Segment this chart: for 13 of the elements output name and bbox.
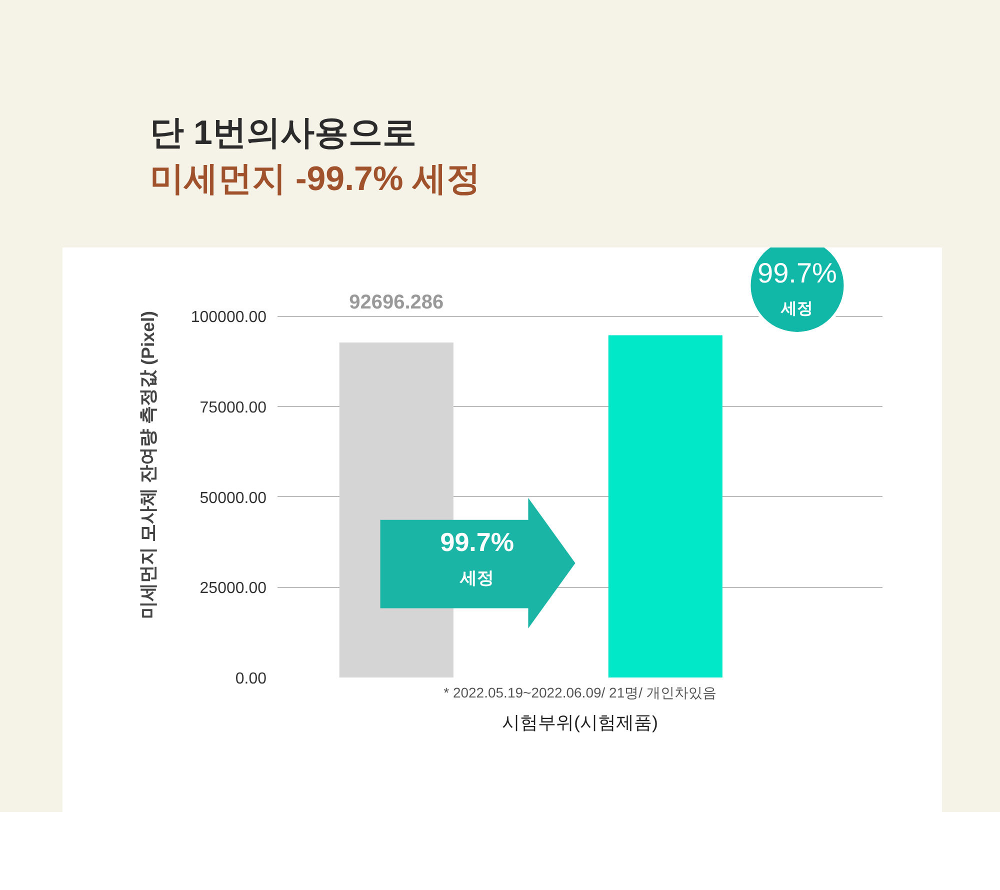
y-tick-label: 0.00: [235, 670, 267, 688]
text: * 2022.05.19~2022.06.09/ 21명/ 개인차있음: [444, 684, 716, 700]
y-axis-title: 미세먼지 모사체 잔여량 측정값 (Pixel): [138, 310, 158, 620]
y-tick-label: 50000.00: [200, 490, 267, 507]
y-tick-label: 75000.00: [200, 399, 267, 416]
annotation: 99.7% 세정: [440, 526, 514, 588]
x-axis-title: 시험부위(시험제품): [502, 712, 658, 732]
annotation: 99.7% 세정: [758, 257, 837, 318]
y-tick-label: 25000.00: [200, 580, 267, 598]
chart-title: 단 1번의사용으로: [150, 113, 418, 154]
data-label: 92696.286: [349, 292, 444, 314]
chart-subtitle: 미세먼지 -99.7% 세정: [150, 159, 481, 200]
y-tick-label: 100000.00: [190, 309, 267, 326]
